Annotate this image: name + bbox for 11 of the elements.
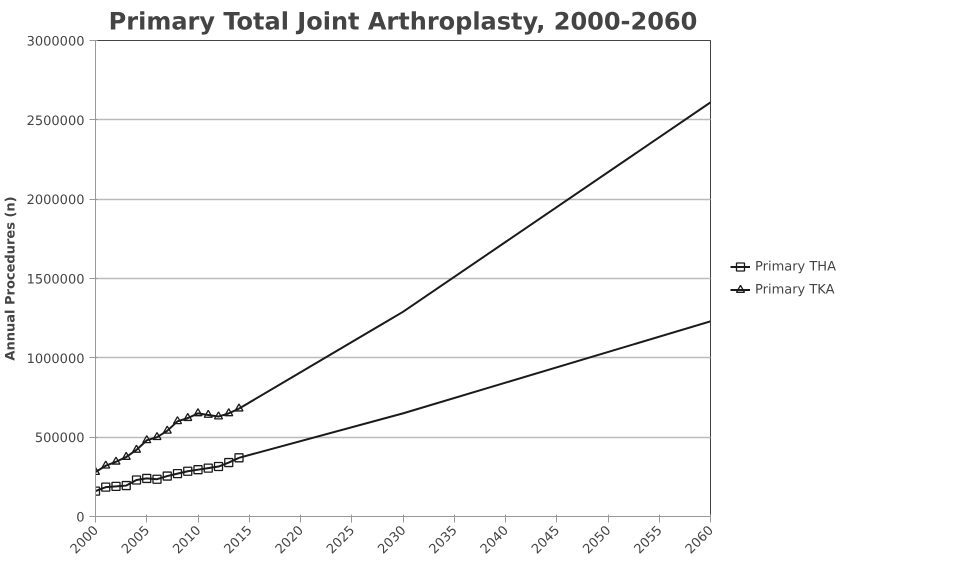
- y-tick-label: 0: [76, 510, 85, 526]
- y-tick-label: 2500000: [26, 114, 85, 129]
- y-tick-label: 1000000: [26, 352, 85, 367]
- legend-label: Primary THA: [755, 259, 836, 274]
- chart-title: Primary Total Joint Arthroplasty, 2000-2060: [108, 8, 698, 36]
- y-tick-label: 2000000: [26, 193, 85, 208]
- y-tick-label: 1500000: [26, 272, 85, 288]
- y-axis-title: Annual Procedures (n): [4, 196, 19, 361]
- y-tick-label: 3000000: [26, 34, 85, 50]
- legend-label: Primary TKA: [755, 282, 834, 297]
- y-tick-label: 500000: [34, 431, 85, 446]
